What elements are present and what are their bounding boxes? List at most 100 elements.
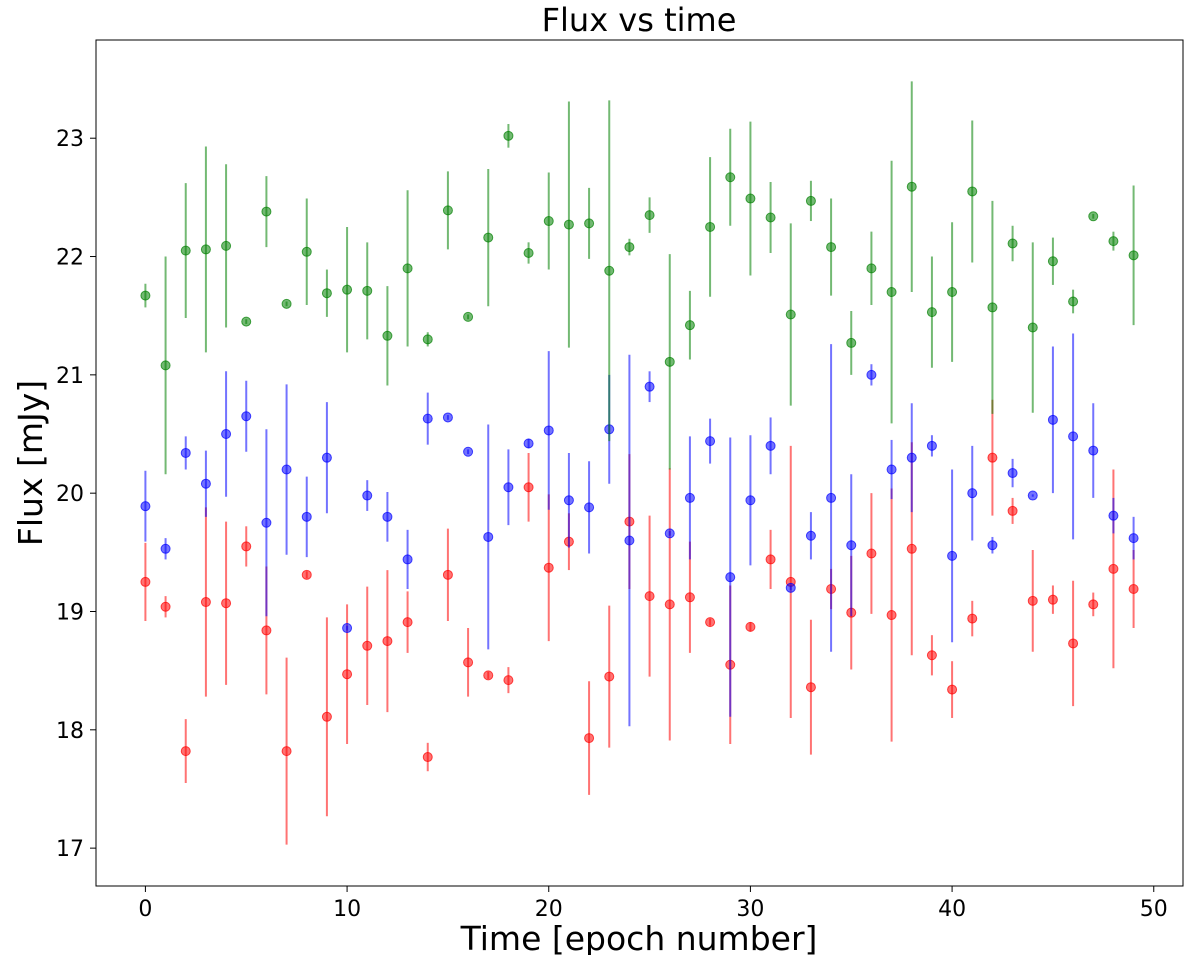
data-point xyxy=(604,265,615,276)
data-point xyxy=(160,543,171,554)
x-axis-label: Time [epoch number] xyxy=(460,919,818,955)
data-point xyxy=(503,675,514,686)
chart-title: Flux vs time xyxy=(542,1,737,39)
data-point xyxy=(221,429,232,440)
y-axis-label: Flux [mJy] xyxy=(11,380,50,546)
plot-frame xyxy=(95,39,1184,887)
data-point xyxy=(1047,414,1058,425)
x-tick-label: 40 xyxy=(938,897,966,922)
data-point xyxy=(664,599,675,610)
data-point xyxy=(1047,256,1058,267)
y-axis-ticks: 17 18 19 20 21 22 23 xyxy=(56,127,96,862)
data-point xyxy=(463,657,474,668)
data-point xyxy=(644,591,655,602)
data-point xyxy=(725,172,736,183)
y-tick-label: 18 xyxy=(56,719,84,744)
x-axis-ticks: 0 10 20 30 40 50 xyxy=(138,886,1168,922)
data-point xyxy=(805,682,816,693)
data-point xyxy=(281,464,292,475)
data-point xyxy=(926,440,937,451)
data-point xyxy=(140,576,151,587)
y-tick-label: 20 xyxy=(56,482,84,507)
x-tick-label: 10 xyxy=(333,897,361,922)
data-point xyxy=(705,221,716,232)
data-point xyxy=(584,733,595,744)
data-point xyxy=(442,569,453,580)
y-tick-label: 21 xyxy=(56,364,84,389)
data-point xyxy=(846,540,857,551)
data-point xyxy=(1007,238,1018,249)
data-point xyxy=(382,511,393,522)
data-point xyxy=(987,452,998,463)
data-point xyxy=(200,597,211,608)
data-point xyxy=(785,309,796,320)
data-point xyxy=(402,617,413,628)
data-point xyxy=(463,311,474,322)
data-point xyxy=(805,195,816,206)
data-point xyxy=(846,337,857,348)
data-point xyxy=(644,381,655,392)
data-point xyxy=(967,613,978,624)
y-tick-label: 23 xyxy=(56,127,84,152)
data-point xyxy=(321,288,332,299)
data-point xyxy=(1128,584,1139,595)
data-point xyxy=(402,263,413,274)
data-point xyxy=(321,711,332,722)
data-point xyxy=(624,535,635,546)
data-point xyxy=(483,670,494,681)
data-point xyxy=(200,478,211,489)
data-point xyxy=(422,334,433,345)
data-point xyxy=(321,452,332,463)
data-point xyxy=(563,495,574,506)
data-point xyxy=(664,356,675,367)
data-point xyxy=(422,752,433,763)
data-point xyxy=(241,541,252,552)
data-point xyxy=(523,438,534,449)
plot-area xyxy=(140,81,1139,845)
data-point xyxy=(866,369,877,380)
data-point xyxy=(886,287,897,298)
data-point xyxy=(301,246,312,257)
data-point xyxy=(241,316,252,327)
data-point xyxy=(1128,533,1139,544)
data-point xyxy=(241,411,252,422)
data-point xyxy=(342,284,353,295)
data-point xyxy=(1128,250,1139,261)
data-point xyxy=(584,502,595,513)
data-point xyxy=(281,746,292,757)
data-point xyxy=(140,290,151,301)
data-point xyxy=(967,186,978,197)
data-point xyxy=(523,482,534,493)
data-point xyxy=(261,206,272,217)
data-point xyxy=(1027,595,1038,606)
data-point xyxy=(503,130,514,141)
data-point xyxy=(705,436,716,447)
data-point xyxy=(362,490,373,501)
data-point xyxy=(805,530,816,541)
data-point xyxy=(765,440,776,451)
data-point xyxy=(987,302,998,313)
data-point xyxy=(382,636,393,647)
data-point xyxy=(705,617,716,628)
data-point xyxy=(342,669,353,680)
series-blue xyxy=(140,333,1139,727)
data-point xyxy=(926,307,937,318)
data-point xyxy=(200,244,211,255)
data-point xyxy=(967,488,978,499)
data-point xyxy=(987,540,998,551)
data-point xyxy=(1108,563,1119,574)
data-point xyxy=(543,216,554,227)
data-point xyxy=(866,263,877,274)
data-point xyxy=(543,425,554,436)
data-point xyxy=(180,447,191,458)
data-point xyxy=(382,330,393,341)
data-point xyxy=(745,193,756,204)
data-point xyxy=(826,492,837,503)
x-tick-label: 30 xyxy=(736,897,764,922)
data-point xyxy=(523,247,534,258)
data-point xyxy=(362,640,373,651)
data-point xyxy=(947,550,958,561)
data-point xyxy=(483,531,494,542)
data-point xyxy=(664,528,675,539)
